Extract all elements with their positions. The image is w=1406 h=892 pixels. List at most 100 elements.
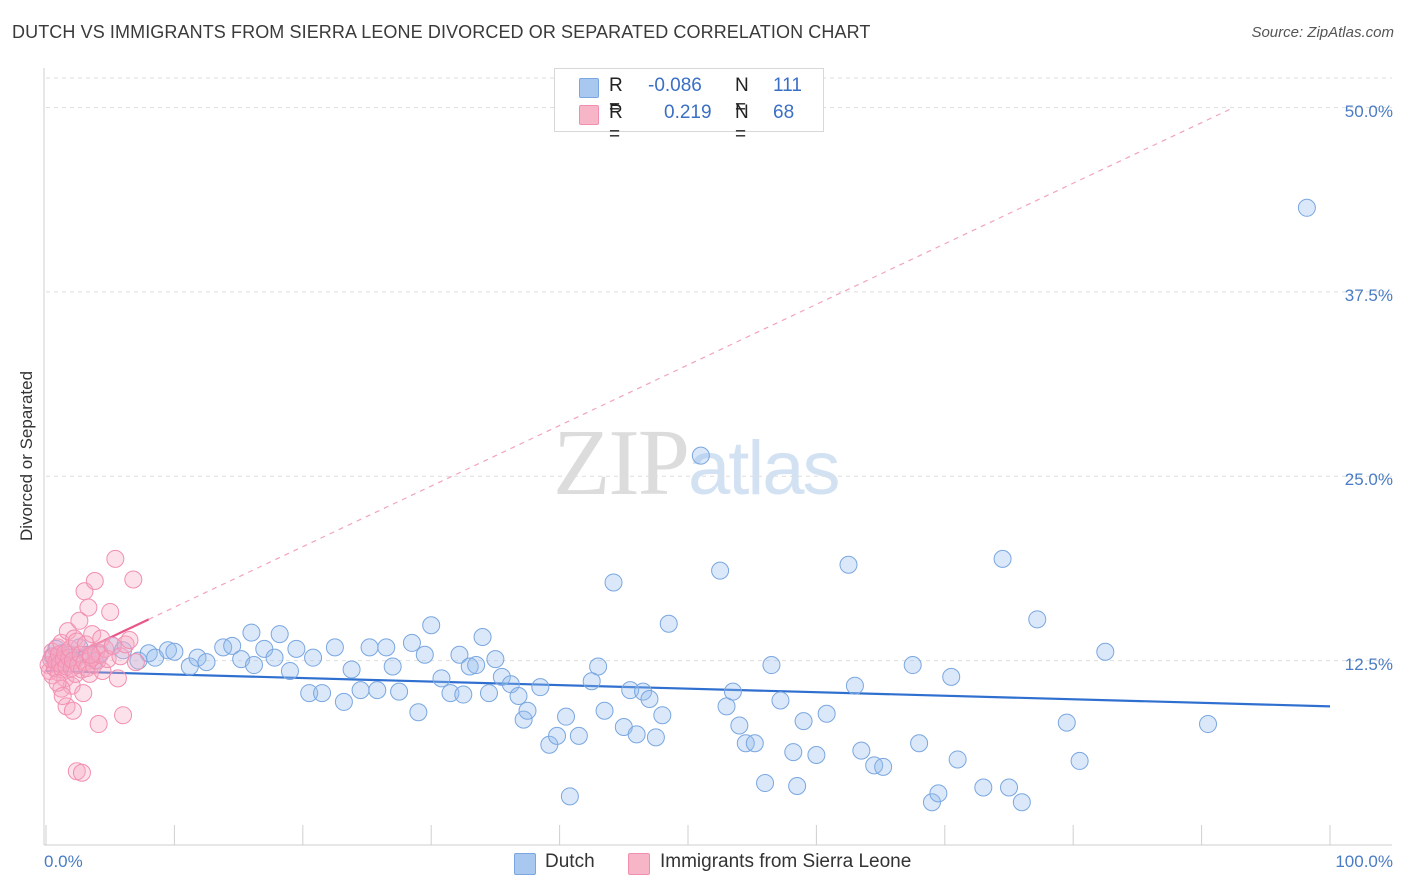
legend-label-dutch: Dutch xyxy=(545,851,595,872)
point-dutch xyxy=(255,639,274,658)
point-dutch xyxy=(922,793,941,812)
point-sierra-leone xyxy=(81,645,100,664)
point-dutch xyxy=(486,650,505,669)
point-dutch xyxy=(659,614,678,633)
point-dutch xyxy=(974,778,993,797)
point-dutch xyxy=(509,687,528,706)
point-sierra-leone xyxy=(108,669,127,688)
point-sierra-leone xyxy=(85,571,104,590)
trend-line-extension xyxy=(148,106,1234,620)
point-dutch xyxy=(1096,642,1115,661)
legend-swatch-dutch xyxy=(514,853,536,875)
legend-swatch-sierra-leone xyxy=(628,853,650,875)
point-dutch xyxy=(1000,778,1018,797)
watermark-atlas: atlas xyxy=(688,426,841,511)
point-dutch xyxy=(1070,751,1089,770)
point-dutch xyxy=(903,656,922,675)
point-dutch xyxy=(287,639,306,658)
x-tick-label-min: 0.0% xyxy=(44,852,83,871)
y-tick-label: 37.5% xyxy=(1344,285,1393,305)
point-dutch xyxy=(514,710,533,729)
point-sierra-leone xyxy=(120,630,139,649)
point-dutch xyxy=(460,657,479,676)
point-dutch xyxy=(441,684,460,703)
point-dutch xyxy=(165,642,184,661)
watermark: ZIPatlas xyxy=(553,408,841,517)
point-sierra-leone xyxy=(58,622,77,641)
point-dutch xyxy=(402,633,421,652)
point-dutch xyxy=(691,446,710,465)
axes xyxy=(43,68,1392,846)
r-label: R = xyxy=(609,102,623,145)
n-label: N = xyxy=(735,75,749,118)
y-tick-label: 25.0% xyxy=(1344,470,1393,490)
point-dutch xyxy=(360,638,379,657)
point-dutch xyxy=(432,669,451,688)
point-dutch xyxy=(865,756,884,775)
r-value: 0.219 xyxy=(664,102,712,123)
point-dutch xyxy=(280,661,299,680)
point-sierra-leone xyxy=(126,653,145,672)
point-sierra-leone xyxy=(106,549,125,568)
legend-item-sierra-leone: Immigrants from Sierra Leone xyxy=(628,851,912,875)
r-value: -0.086 xyxy=(648,75,702,96)
point-dutch xyxy=(409,703,428,722)
point-sierra-leone xyxy=(103,636,122,655)
point-dutch xyxy=(479,684,498,703)
point-sierra-leone xyxy=(65,629,84,648)
point-dutch xyxy=(1028,610,1047,629)
point-dutch xyxy=(1057,713,1076,732)
point-dutch xyxy=(627,725,646,744)
point-dutch xyxy=(942,667,961,686)
point-sierra-leone xyxy=(74,684,93,703)
point-dutch xyxy=(730,716,749,735)
r-label: R = xyxy=(609,75,623,118)
point-sierra-leone xyxy=(111,647,130,666)
point-dutch xyxy=(845,676,864,695)
point-dutch xyxy=(910,734,929,753)
stats-swatch-dutch xyxy=(579,78,599,98)
point-sierra-leone xyxy=(93,661,112,680)
point-dutch xyxy=(1012,793,1031,812)
point-sierra-leone xyxy=(53,687,72,706)
point-dutch xyxy=(817,704,836,723)
point-dutch xyxy=(604,573,623,592)
point-dutch xyxy=(188,648,207,667)
n-label: N = xyxy=(735,102,749,145)
point-dutch xyxy=(852,741,871,760)
n-value: 111 xyxy=(773,75,802,96)
data-points xyxy=(39,198,1316,812)
point-sierra-leone xyxy=(70,611,89,630)
point-dutch xyxy=(634,682,653,701)
legend-item-dutch: Dutch xyxy=(514,851,595,875)
legend-label-sierra-leone: Immigrants from Sierra Leone xyxy=(660,851,912,872)
point-dutch xyxy=(756,774,775,793)
point-dutch xyxy=(771,691,790,710)
stats-box: R = -0.086 N = 111 R = 0.219 N = 68 xyxy=(554,68,824,145)
point-dutch xyxy=(368,681,387,700)
point-dutch xyxy=(640,689,659,708)
chart-title: DUTCH VS IMMIGRANTS FROM SIERRA LEONE DI… xyxy=(12,22,871,42)
stats-swatch-sierra-leone xyxy=(579,105,599,125)
point-dutch xyxy=(214,638,233,657)
point-dutch xyxy=(270,625,289,644)
point-sierra-leone xyxy=(72,763,91,782)
point-dutch xyxy=(245,656,264,675)
point-sierra-leone xyxy=(101,602,120,621)
point-dutch xyxy=(450,645,469,664)
point-dutch xyxy=(807,746,826,765)
point-dutch xyxy=(711,561,730,580)
y-axis-label: Divorced or Separated xyxy=(17,370,36,542)
point-dutch xyxy=(557,707,576,726)
legend: Dutch Immigrants from Sierra Leone xyxy=(0,851,1406,877)
point-dutch xyxy=(948,750,967,769)
point-dutch xyxy=(223,636,242,655)
point-dutch xyxy=(158,641,177,660)
point-sierra-leone xyxy=(114,706,133,725)
point-sierra-leone xyxy=(83,625,102,644)
point-dutch xyxy=(548,726,567,745)
point-dutch xyxy=(390,682,409,701)
point-dutch xyxy=(762,656,781,675)
x-tick-label-max: 100.0% xyxy=(1335,852,1393,871)
